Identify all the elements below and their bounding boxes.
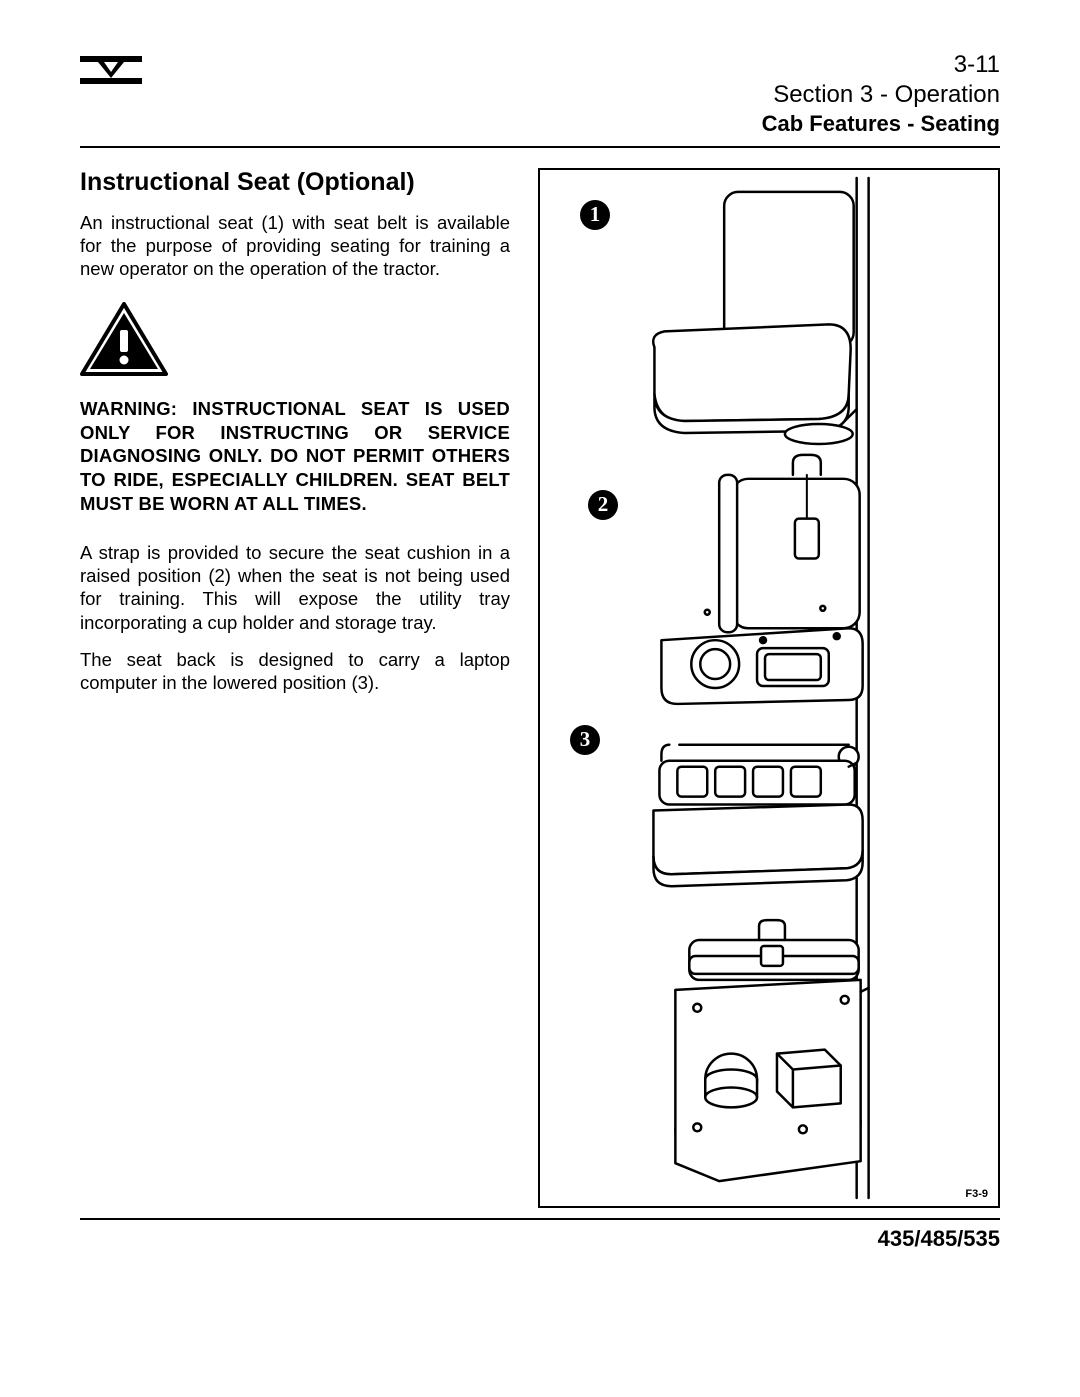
- text-column: Instructional Seat (Optional) An instruc…: [80, 168, 510, 1208]
- footer-model-numbers: 435/485/535: [80, 1226, 1000, 1252]
- seat-illustration-icon: [540, 170, 998, 1206]
- callout-2: 2: [588, 490, 618, 520]
- article-title: Instructional Seat (Optional): [80, 168, 510, 197]
- brand-logo-icon: [80, 50, 142, 90]
- figure-label: F3-9: [965, 1188, 988, 1200]
- laptop-paragraph: The seat back is designed to carry a lap…: [80, 648, 510, 694]
- callout-3: 3: [570, 725, 600, 755]
- warning-paragraph: WARNING: INSTRUCTIONAL SEAT IS USED ONLY…: [80, 397, 510, 515]
- callout-1: 1: [580, 200, 610, 230]
- figure-panel: 1 2 3: [538, 168, 1000, 1208]
- footer-rule: [80, 1218, 1000, 1220]
- content-area: Instructional Seat (Optional) An instruc…: [80, 168, 1000, 1208]
- page-header: 3-11 Section 3 - Operation Cab Features …: [80, 50, 1000, 138]
- strap-paragraph: A strap is provided to secure the seat c…: [80, 541, 510, 634]
- header-rule: [80, 146, 1000, 148]
- section-title: Section 3 - Operation: [762, 80, 1000, 110]
- page-number: 3-11: [762, 50, 1000, 80]
- subsection-title: Cab Features - Seating: [762, 110, 1000, 138]
- warning-triangle-icon: [80, 302, 168, 378]
- header-text-block: 3-11 Section 3 - Operation Cab Features …: [762, 50, 1000, 138]
- intro-paragraph: An instructional seat (1) with seat belt…: [80, 211, 510, 280]
